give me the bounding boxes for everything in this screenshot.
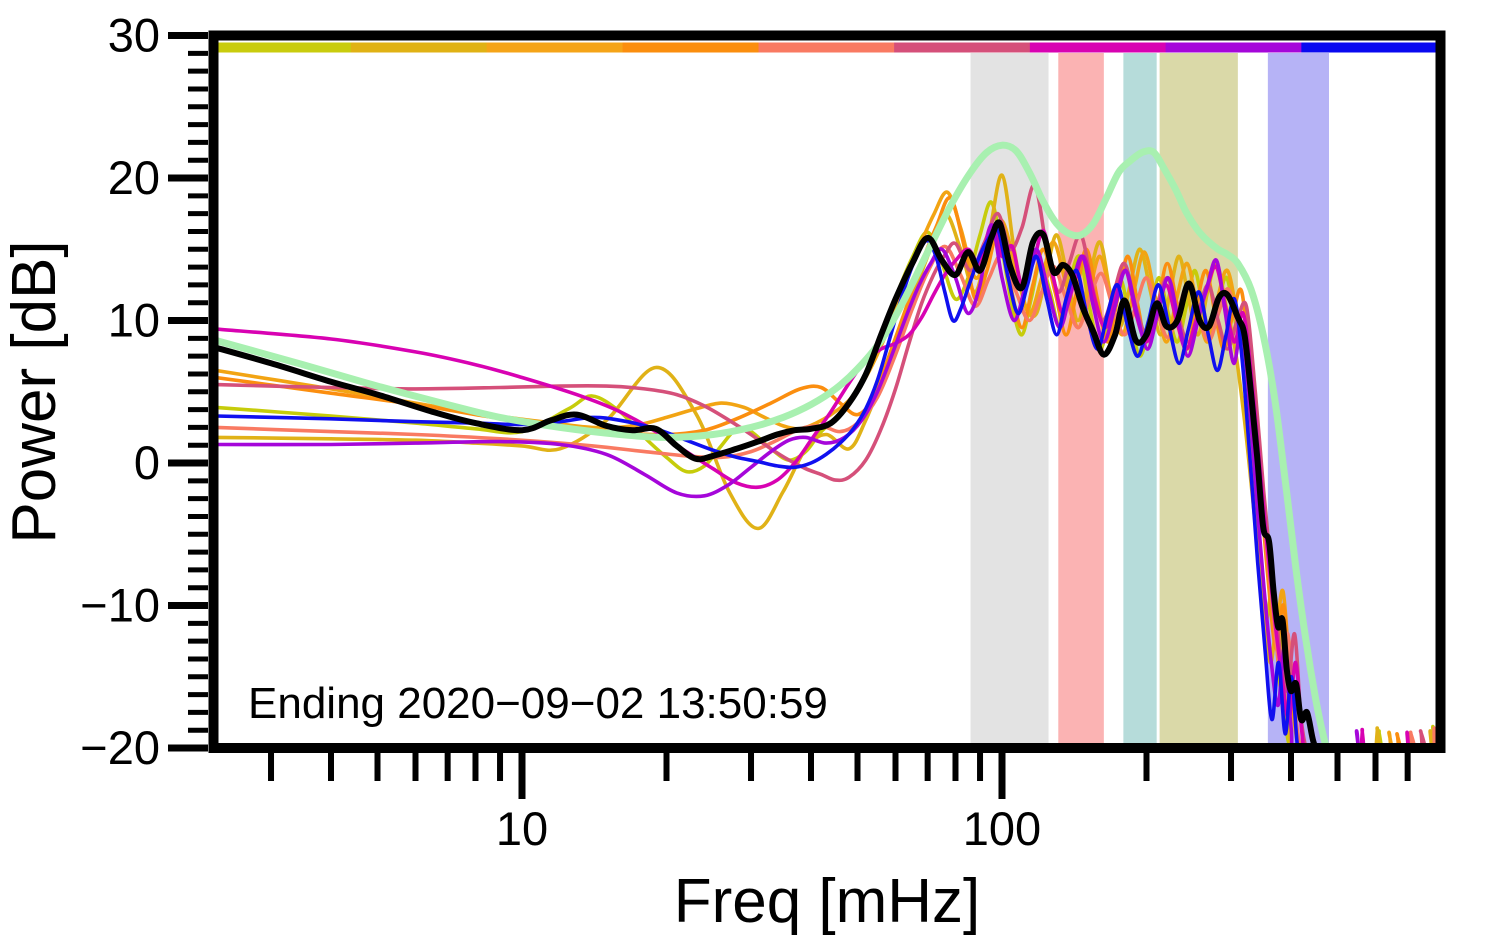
series-blue bbox=[216, 225, 1300, 748]
top-bar-segment-8 bbox=[1301, 42, 1438, 53]
series-pale-green-smooth bbox=[216, 141, 1331, 748]
top-color-bar bbox=[214, 42, 1438, 53]
y-tick-label-30: 30 bbox=[108, 9, 160, 62]
top-bar-segment-3 bbox=[622, 42, 760, 53]
band-pink bbox=[1058, 53, 1104, 743]
top-bar-segment-7 bbox=[1165, 42, 1303, 53]
top-bar-segment-5 bbox=[894, 42, 1031, 53]
x-tick-label-100: 100 bbox=[963, 802, 1041, 855]
y-tick-label-0: 0 bbox=[134, 436, 160, 489]
y-tick-label-20: 20 bbox=[108, 151, 160, 204]
top-bar-segment-2 bbox=[486, 42, 624, 53]
y-axis-ticks bbox=[168, 32, 208, 752]
y-tick-label-−20: −20 bbox=[80, 721, 160, 774]
band-teal bbox=[1123, 53, 1157, 743]
top-bar-segment-0 bbox=[214, 42, 352, 53]
y-axis-title: Power [dB] bbox=[0, 240, 69, 543]
series-purple bbox=[216, 223, 1361, 748]
y-tick-label-10: 10 bbox=[108, 294, 160, 347]
x-axis-title: Freq [mHz] bbox=[674, 867, 981, 936]
x-axis-ticks bbox=[268, 753, 1411, 799]
plot-frame bbox=[208, 30, 1446, 753]
x-tick-label-10: 10 bbox=[496, 802, 548, 855]
top-bar-segment-4 bbox=[758, 42, 895, 53]
top-bar-segment-1 bbox=[350, 42, 488, 53]
x-axis-tick-labels: 10 100 bbox=[496, 802, 1041, 855]
annotation-ending-time: Ending 2020−09−02 13:50:59 bbox=[248, 679, 828, 728]
spectra-curves bbox=[216, 141, 1438, 748]
y-axis-tick-labels: 30 20 10 0 −10 −20 bbox=[80, 9, 160, 775]
top-bar-segment-6 bbox=[1029, 42, 1167, 53]
band-khaki bbox=[1159, 53, 1238, 743]
y-tick-label-−10: −10 bbox=[80, 579, 160, 632]
band-gray bbox=[970, 53, 1049, 743]
series-mean-black bbox=[216, 219, 1319, 748]
